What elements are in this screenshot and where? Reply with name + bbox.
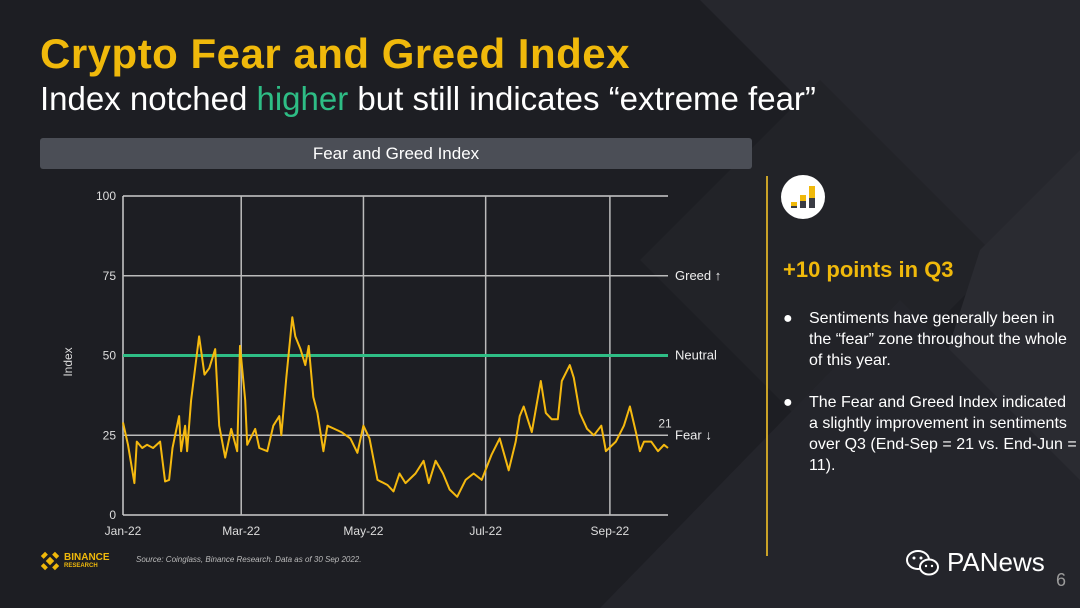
bullet-text: Sentiments have generally been in the “f… [809,310,1067,369]
binance-logo-icon [40,551,60,571]
wechat-icon [906,549,939,575]
subtitle-highlight: higher [256,80,349,117]
divider [766,176,768,556]
y-tick-label: 100 [96,189,116,203]
page-number: 6 [1056,570,1067,590]
x-tick-label: Sep-22 [591,524,630,538]
end-value-label: 21 [658,416,672,430]
y-tick-label: 50 [103,349,117,363]
y-tick-label: 0 [109,508,116,522]
bullet-item: ● The Fear and Greed Index indicated a sl… [783,392,1078,476]
x-tick-label: Jul-22 [469,524,502,538]
x-tick-label: Mar-22 [222,524,260,538]
logo-subtext: RESEARCH [64,562,98,569]
y-axis-label: Index [61,347,75,376]
binance-research-logo: BINANCE RESEARCH [40,551,110,571]
subtitle-text-end: but still indicates “extreme fear” [348,80,816,117]
bullet-dot: ● [783,310,793,327]
x-tick-label: May-22 [343,524,383,538]
reference-label: Greed ↑ [675,268,721,283]
bullet-text: The Fear and Greed Index indicated a sli… [809,394,1077,474]
series-line [122,316,669,498]
page-title: Crypto Fear and Greed Index [40,30,630,77]
logo-text: BINANCE [64,551,110,563]
panews-watermark: PANews [905,547,1045,578]
subtitle-text: Index notched [40,80,257,117]
reference-label: Fear ↓ [675,427,712,442]
y-tick-label: 25 [103,428,117,442]
fear-greed-chart: Jan-22 Mar-22 May-22 Jul-22 Sep-22 0 25 50 75 100… [61,189,721,538]
source-note: Source: Coinglass, Binance Research. Dat… [136,555,362,564]
bullet-dot: ● [783,394,793,411]
y-tick-label: 75 [103,269,117,283]
bullet-list: ● Sentiments have generally been in the “… [783,308,1078,497]
reference-label: Neutral [675,348,717,363]
bar-chart-icon [781,175,825,219]
x-tick-label: Jan-22 [105,524,142,538]
chart-header: Fear and Greed Index [40,138,752,169]
kpi-heading: +10 points in Q3 [783,257,954,282]
page-subtitle: Index notched higher but still indicates… [40,80,816,118]
bullet-item: ● Sentiments have generally been in the “… [783,308,1078,371]
watermark-text: PANews [947,547,1045,577]
